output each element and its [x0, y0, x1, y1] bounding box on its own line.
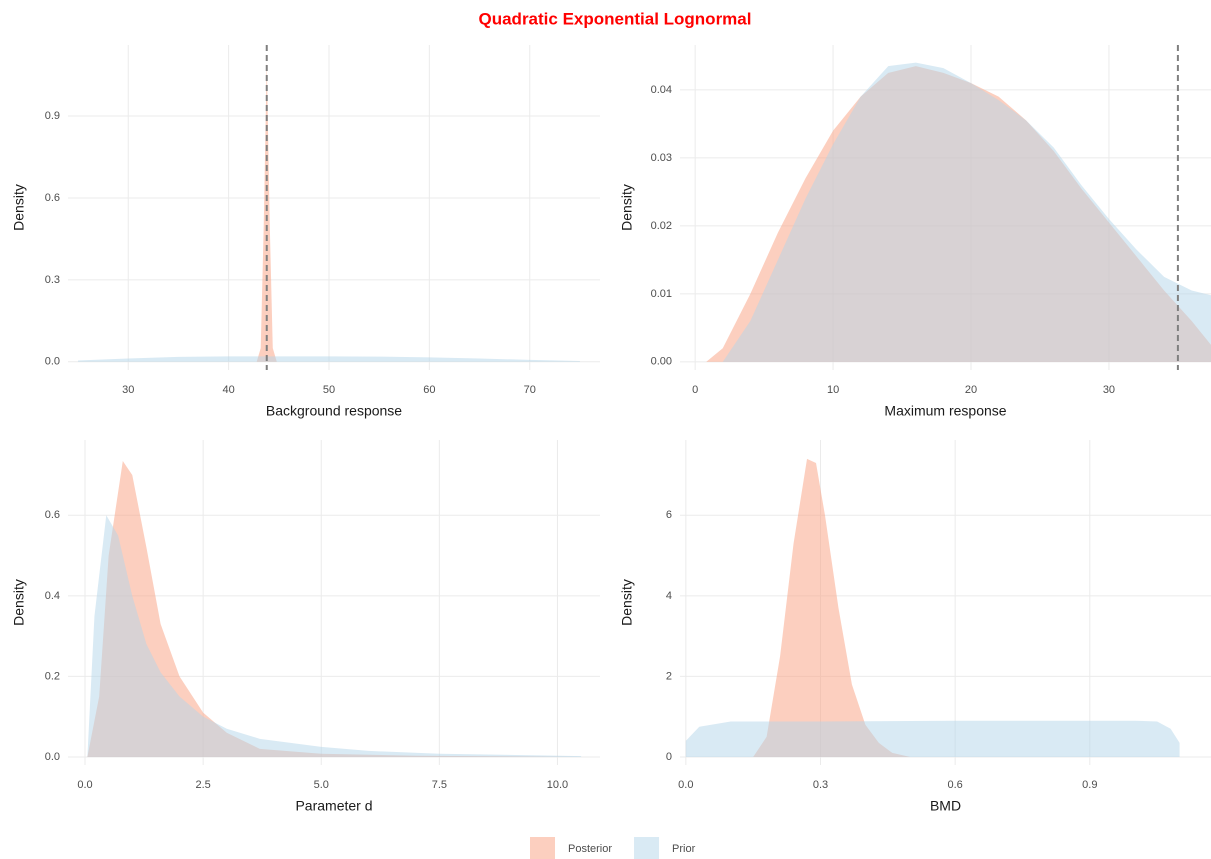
y-tick-label: 6 [666, 509, 672, 521]
x-tick-label: 0.9 [1082, 779, 1097, 791]
x-tick-label: 5.0 [314, 779, 329, 791]
y-tick-label: 4 [666, 590, 672, 602]
panel: 0.0 0.2 0.4 0.6 0.0 2.5 5.0 7.5 10.0 Parameter d D… [11, 440, 600, 814]
panel: 0.0 0.3 0.6 0.9 30 40 50 60 70 Background respons… [11, 45, 600, 419]
y-tick-label: 0 [666, 751, 672, 763]
y-tick-label: 0.3 [45, 274, 60, 286]
x-tick-label: 20 [965, 384, 977, 396]
x-axis-title: BMD [930, 798, 961, 814]
x-tick-label: 30 [1103, 384, 1115, 396]
x-tick-label: 0.3 [813, 779, 828, 791]
y-tick-label: 0.0 [45, 356, 60, 368]
y-tick-label: 0.6 [45, 509, 60, 521]
y-tick-label: 0.01 [651, 288, 672, 300]
y-axis-title: Density [11, 184, 27, 231]
x-tick-label: 0.0 [678, 779, 693, 791]
y-tick-label: 0.9 [45, 110, 60, 122]
density-area [256, 61, 277, 362]
density-area [87, 515, 582, 757]
x-tick-label: 60 [423, 384, 435, 396]
legend-swatch [634, 837, 660, 859]
panel: 0.00 0.01 0.02 0.03 0.04 0 10 20 30 Maximum respo… [619, 45, 1211, 419]
y-tick-label: 0.04 [651, 84, 672, 96]
density-area [685, 720, 1180, 757]
y-tick-label: 0.6 [45, 192, 60, 204]
density-area [753, 458, 911, 757]
y-axis-title: Density [11, 579, 27, 626]
y-tick-label: 0.0 [45, 751, 60, 763]
legend-label: Posterior [568, 843, 612, 855]
legend-label: Prior [672, 843, 696, 855]
x-tick-label: 0.0 [77, 779, 92, 791]
density-area [78, 356, 580, 362]
density-area [722, 62, 1211, 362]
y-axis-title: Density [619, 184, 635, 231]
x-tick-label: 30 [122, 384, 134, 396]
x-axis-title: Maximum response [884, 403, 1006, 419]
y-tick-label: 0.2 [45, 670, 60, 682]
y-tick-label: 0.00 [651, 356, 672, 368]
x-tick-label: 2.5 [195, 779, 210, 791]
y-tick-label: 2 [666, 670, 672, 682]
x-tick-label: 10 [827, 384, 839, 396]
x-tick-label: 50 [323, 384, 335, 396]
x-axis-title: Background response [266, 403, 402, 419]
x-tick-label: 0.6 [948, 779, 963, 791]
panel: 0 2 4 6 0.0 0.3 0.6 0.9 BMD Density [619, 440, 1211, 814]
legend-swatch [530, 837, 555, 859]
x-tick-label: 10.0 [547, 779, 568, 791]
x-tick-label: 7.5 [432, 779, 447, 791]
figure-title: Quadratic Exponential Lognormal [479, 9, 752, 28]
y-axis-title: Density [619, 579, 635, 626]
x-tick-label: 70 [524, 384, 536, 396]
y-tick-label: 0.4 [45, 590, 60, 602]
y-tick-label: 0.02 [651, 220, 672, 232]
x-tick-label: 40 [222, 384, 234, 396]
y-tick-label: 0.03 [651, 152, 672, 164]
x-tick-label: 0 [692, 384, 698, 396]
x-axis-title: Parameter d [295, 798, 372, 814]
